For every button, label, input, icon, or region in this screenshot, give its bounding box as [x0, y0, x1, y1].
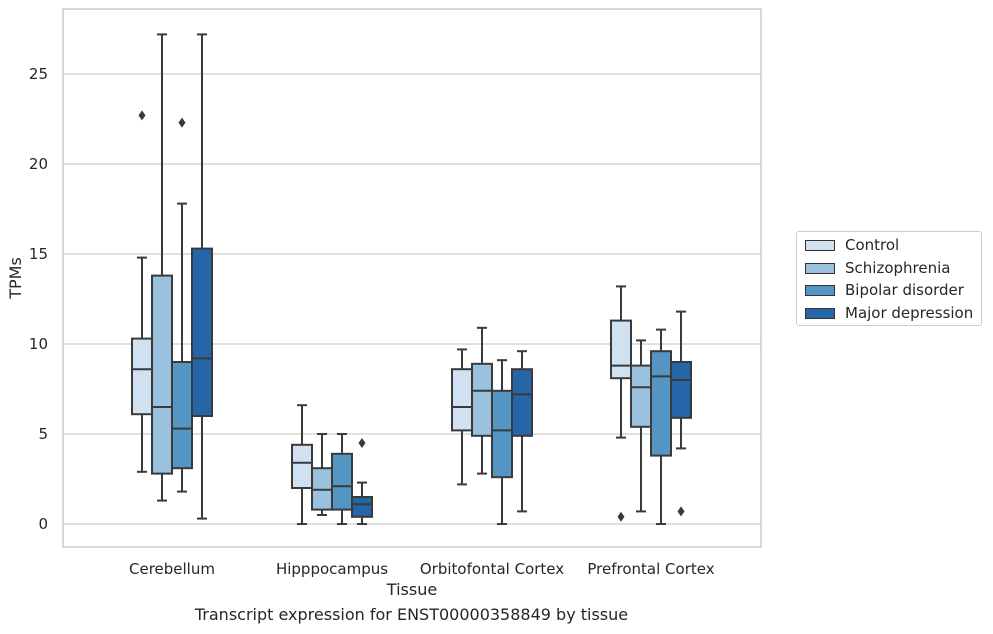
- legend-label-bipolar-disorder: Bipolar disorder: [845, 281, 964, 299]
- legend-swatch-control: [805, 239, 835, 251]
- box-iqr: [491, 389, 513, 479]
- legend: Control Schizophrenia Bipolar disorder M…: [796, 231, 982, 326]
- y-tick-label: 0: [38, 515, 48, 533]
- legend-label-major-depression: Major depression: [845, 304, 974, 322]
- box-iqr: [331, 452, 353, 511]
- y-axis-label: TPMs: [6, 257, 25, 300]
- box-iqr: [630, 364, 652, 428]
- legend-item-schizophrenia: Schizophrenia: [805, 258, 950, 278]
- outlier-point: [617, 511, 625, 522]
- box-iqr: [131, 337, 153, 416]
- y-tick-label: 15: [29, 245, 48, 263]
- legend-swatch-major-depression: [805, 307, 835, 319]
- outlier-point: [358, 438, 366, 448]
- axis-labels: 0 5 10 15 20 25 Cerebellum Hipppocampus Orbitofo…: [29, 65, 715, 578]
- box-iqr: [151, 274, 173, 475]
- box-iqr: [191, 247, 213, 417]
- legend-swatch-schizophrenia: [805, 262, 835, 274]
- legend-label-control: Control: [845, 236, 900, 254]
- x-axis-label: Tissue: [386, 580, 437, 599]
- x-tick-label: Orbitofontal Cortex: [420, 560, 564, 578]
- box-iqr: [610, 319, 632, 380]
- x-tick-label: Cerebellum: [129, 560, 215, 578]
- legend-item-bipolar-disorder: Bipolar disorder: [805, 280, 964, 300]
- x-tick-label: Prefrontal Cortex: [587, 560, 714, 578]
- box-iqr: [650, 350, 672, 457]
- box-iqr: [291, 443, 313, 489]
- legend-label-schizophrenia: Schizophrenia: [845, 259, 951, 277]
- plot-frame: [62, 8, 762, 548]
- box-iqr: [471, 362, 493, 437]
- box-iqr: [670, 361, 692, 419]
- y-tick-label: 20: [29, 155, 48, 173]
- outlier-point: [677, 506, 685, 517]
- legend-swatch-bipolar-disorder: [805, 284, 835, 296]
- box-iqr: [171, 361, 193, 470]
- x-tick-label: Hipppocampus: [276, 560, 388, 578]
- outlier-point: [178, 117, 186, 128]
- y-tick-label: 25: [29, 65, 48, 83]
- outlier-point: [138, 110, 146, 121]
- chart-title: Transcript expression for ENST0000035884…: [194, 605, 629, 624]
- legend-item-major-depression: Major depression: [805, 303, 973, 323]
- y-tick-label: 10: [29, 335, 48, 353]
- box-elements: [131, 33, 692, 525]
- box-iqr: [451, 368, 473, 432]
- y-tick-label: 5: [38, 425, 48, 443]
- box-iqr: [511, 368, 533, 437]
- legend-item-control: Control: [805, 235, 899, 255]
- box-iqr: [351, 496, 373, 518]
